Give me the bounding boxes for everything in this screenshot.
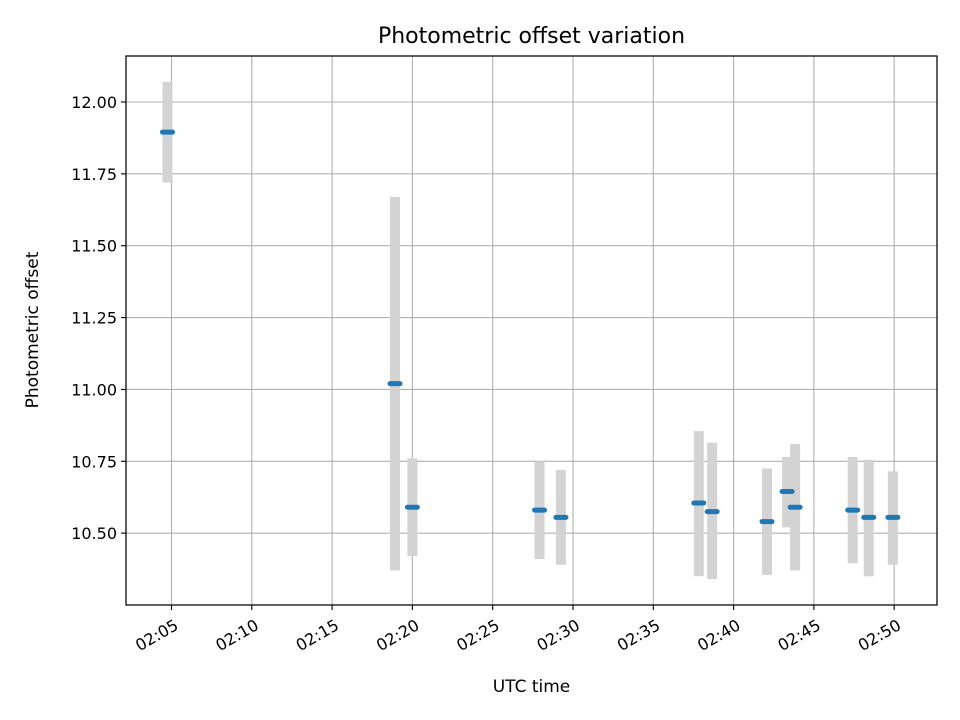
x-axis-label: UTC time [493,677,571,697]
y-tick-label: 12.00 [71,93,117,112]
y-tick-label: 11.75 [71,165,117,184]
chart-title: Photometric offset variation [378,24,685,49]
y-tick-label: 11.00 [71,380,117,399]
y-tick-label: 10.50 [71,524,117,543]
y-tick-label: 11.25 [71,309,117,328]
y-axis-label: Photometric offset [23,251,43,408]
y-tick-label: 11.50 [71,237,117,256]
grid [126,56,937,605]
data-markers [159,129,901,525]
y-axis-ticks: 10.50 10.75 11.00 11.25 11.50 11.75 12.00 [71,93,126,543]
plot-frame [125,55,938,606]
y-tick-label: 10.75 [71,452,117,471]
